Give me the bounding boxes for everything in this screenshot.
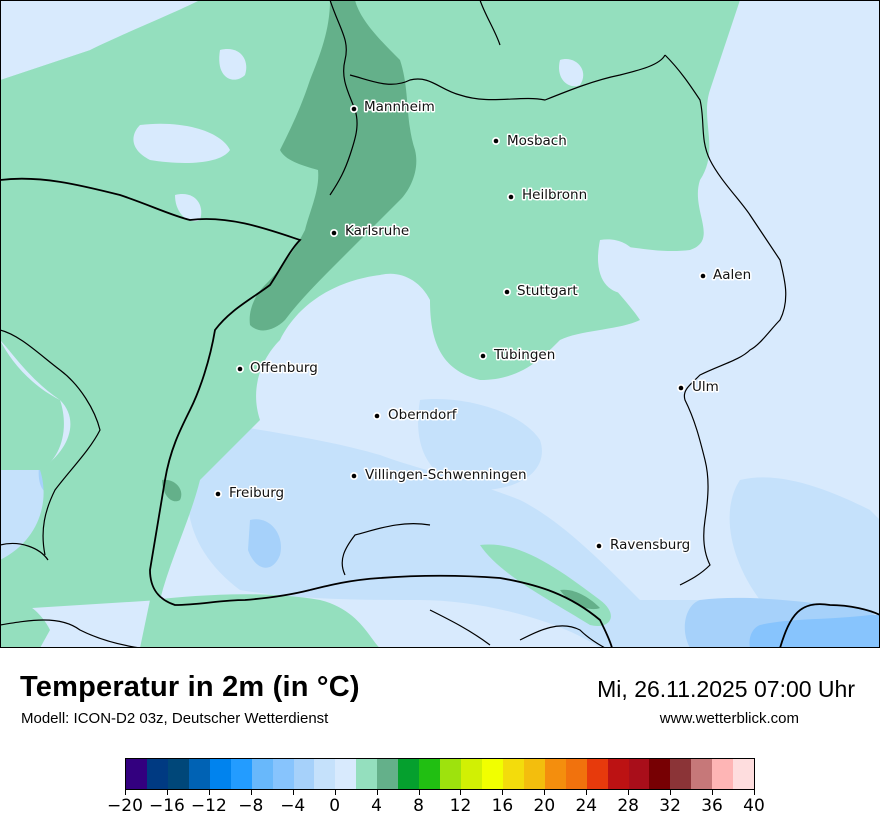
tick-label: 8 [413, 796, 424, 816]
city-mannheim: Mannheim [350, 98, 436, 117]
svg-text:Oberndorf: Oberndorf [388, 407, 458, 423]
tick-label: 0 [329, 796, 341, 816]
tick-mark [292, 790, 294, 795]
tick-mark [628, 790, 630, 795]
tick-label: −16 [148, 796, 185, 816]
colorbar-segment [167, 759, 189, 789]
colorbar [125, 758, 755, 790]
colorbar-segment [419, 759, 441, 789]
colorbar-segment [251, 759, 273, 789]
tick-mark [754, 790, 755, 795]
tick-mark [418, 790, 420, 795]
colorbar-segment [461, 759, 482, 789]
tick-label: −12 [190, 796, 227, 816]
city-oberndorf: Oberndorf [373, 406, 459, 425]
city-aalen: Aalen [699, 266, 753, 285]
city-karlsruhe: Karlsruhe [330, 222, 411, 241]
tick-label: 28 [617, 796, 640, 816]
colorbar-segment [188, 759, 210, 789]
tick-mark [586, 790, 588, 795]
chart-title: Temperatur in 2m (in °C) [20, 671, 360, 703]
svg-text:Mannheim: Mannheim [364, 99, 435, 115]
colorbar-segment [691, 759, 713, 789]
tick-mark [460, 790, 462, 795]
colorbar-segment [670, 759, 692, 789]
svg-text:Heilbronn: Heilbronn [522, 187, 587, 203]
colorbar-segment [314, 759, 336, 789]
city-offenburg: Offenburg [236, 359, 319, 378]
warm-zone-4-6 [162, 0, 600, 610]
svg-text:Karlsruhe: Karlsruhe [345, 223, 409, 239]
tick-label: 4 [371, 796, 383, 816]
tick-mark [125, 790, 126, 795]
city-ulm: Ulm [677, 378, 720, 397]
colorbar-segment [481, 759, 503, 789]
tick-label: −20 [107, 796, 143, 816]
tick-mark [544, 790, 546, 795]
cool-patches [0, 0, 643, 294]
tick-mark [166, 790, 168, 795]
tick-mark [376, 790, 378, 795]
colorbar-segment [209, 759, 231, 789]
colorbar-segment [335, 759, 357, 789]
svg-text:Stuttgart: Stuttgart [517, 283, 578, 299]
colorbar-segment [502, 759, 524, 789]
colorbar-segment [544, 759, 566, 789]
tick-mark [208, 790, 210, 795]
svg-text:Offenburg: Offenburg [250, 360, 318, 376]
tick-mark [670, 790, 672, 795]
colorbar-segment [628, 759, 650, 789]
svg-text:Ulm: Ulm [692, 379, 719, 395]
svg-text:Freiburg: Freiburg [229, 485, 284, 501]
city-freiburg: Freiburg [214, 484, 286, 503]
svg-text:Tübingen: Tübingen [493, 347, 555, 363]
colorbar-segment [565, 759, 587, 789]
city-stuttgart: Stuttgart [503, 282, 579, 301]
model-source: Modell: ICON-D2 03z, Deutscher Wetterdie… [21, 710, 329, 727]
tick-mark [712, 790, 714, 795]
colorbar-segment [712, 759, 734, 789]
city-heilbronn: Heilbronn [507, 186, 589, 205]
colorbar-ticks: −20 −16 −12 −8 −4 0 4 8 12 16 20 24 28 32 36 40 [107, 790, 765, 820]
tick-label: −8 [238, 796, 264, 816]
svg-text:Mosbach: Mosbach [507, 133, 567, 149]
city-tuebingen: Tübingen [479, 346, 557, 365]
colorbar-segment [146, 759, 168, 789]
colorbar-segment [586, 759, 608, 789]
tick-label: 36 [701, 796, 723, 816]
tick-label: 24 [575, 796, 598, 816]
colorbar-segment [733, 759, 755, 789]
colorbar-segment [398, 759, 420, 789]
city-ravensburg: Ravensburg [595, 536, 692, 555]
forecast-datetime: Mi, 26.11.2025 07:00 Uhr [597, 676, 855, 702]
svg-text:Villingen-Schwenningen: Villingen-Schwenningen [365, 467, 527, 483]
colorbar-segment [607, 759, 629, 789]
colorbar-segment [356, 759, 378, 789]
tick-label: 20 [533, 796, 556, 816]
city-villingen-schwenningen: Villingen-Schwenningen [350, 466, 528, 485]
tick-label: 16 [491, 796, 514, 816]
tick-label: 40 [743, 796, 765, 816]
colorbar-segment [649, 759, 671, 789]
borders [0, 0, 880, 648]
website-link: www.wetterblick.com [659, 710, 799, 727]
colorbar-segment [293, 759, 315, 789]
tick-mark [334, 790, 336, 795]
svg-text:Ravensburg: Ravensburg [610, 537, 690, 553]
tick-label: −4 [280, 796, 306, 816]
city-mosbach: Mosbach [492, 132, 568, 151]
svg-text:Aalen: Aalen [713, 267, 751, 283]
tick-label: 32 [659, 796, 681, 816]
city-markers: Mannheim Mosbach Heilbronn Karlsruhe Aal… [214, 98, 753, 555]
colorbar-segment [523, 759, 545, 789]
colorbar-segment [272, 759, 294, 789]
colorbar-segment [126, 759, 147, 789]
colorbar-segment [230, 759, 252, 789]
tick-mark [502, 790, 504, 795]
temperature-map: Mannheim Mosbach Heilbronn Karlsruhe Aal… [0, 0, 880, 648]
tick-mark [250, 790, 252, 795]
colorbar-segment [440, 759, 461, 789]
tick-label: 12 [449, 796, 472, 816]
colorbar-segment [377, 759, 399, 789]
